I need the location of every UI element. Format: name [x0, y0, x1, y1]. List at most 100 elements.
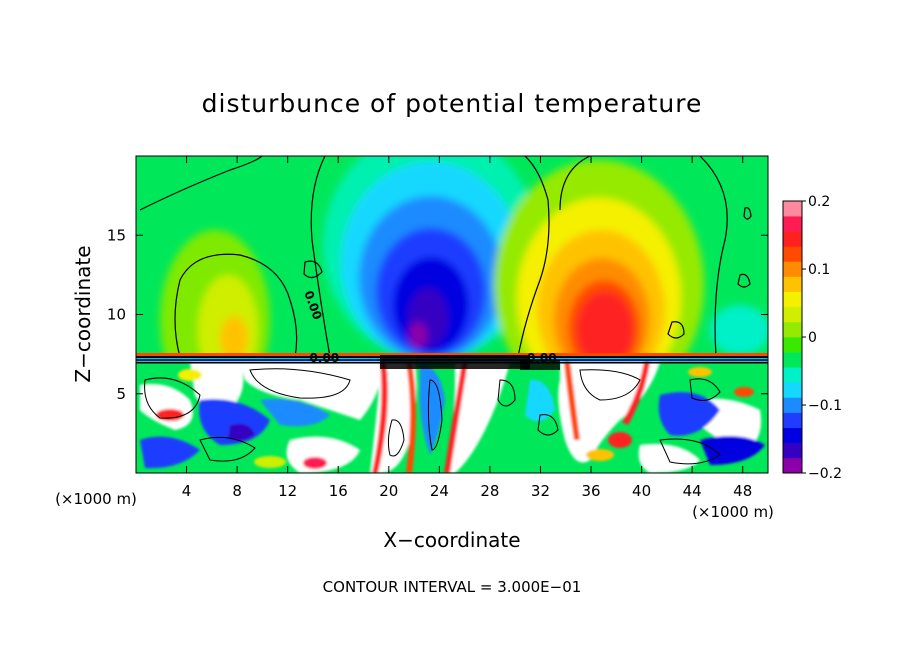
colorbar-swatch: [783, 201, 802, 217]
red-spot-3: [608, 432, 632, 448]
x-tick-label: 40: [632, 482, 651, 500]
x-tick-label: 16: [329, 482, 348, 500]
yellow-spot-2: [586, 449, 614, 461]
lower-contour-7: [689, 378, 721, 401]
blue-patch-7: [419, 365, 445, 455]
contour-small-loop-1: [303, 260, 323, 279]
lower-contour-4: [427, 379, 443, 451]
interface-dense-right: [520, 360, 560, 370]
lower-turbulent-layer: [136, 357, 768, 473]
blue-patch-4: [658, 392, 720, 436]
colorbar-swatch: [783, 412, 802, 428]
x-tick-label: 36: [581, 482, 600, 500]
lower-contour-5: [497, 379, 516, 407]
purple-patch-1: [228, 423, 255, 441]
white-patch-3: [240, 362, 381, 420]
red-spot-4: [734, 387, 754, 397]
y-axis: 5 10 15: [107, 226, 768, 403]
red-streak-2: [406, 362, 416, 473]
contour-label: 0.00: [310, 351, 340, 365]
x-tick-label: 12: [278, 482, 297, 500]
lower-contour-1: [144, 377, 201, 419]
zero-contours: [139, 156, 752, 358]
colorbar-swatch: [783, 291, 802, 308]
x-tick-label: 20: [379, 482, 398, 500]
yellow-spot-1: [178, 369, 202, 381]
lower-contour-3: [387, 419, 405, 457]
colorbar: 0.2 0.1 0 −0.1 −0.2: [782, 194, 842, 482]
blue-patch-6: [525, 379, 555, 422]
lower-contours: [144, 368, 721, 465]
colorbar-swatch: [783, 246, 802, 262]
warm-lobe-left-core: [220, 316, 248, 357]
warm-column-core: [577, 292, 633, 357]
colorbar-swatch: [783, 427, 802, 444]
contour-warm-right: [699, 156, 728, 358]
colorbar-swatch: [783, 367, 802, 383]
interface-red-line: [136, 353, 768, 356]
colorbar-tick-label: 0.2: [808, 194, 830, 210]
yellow-spot-4: [688, 367, 712, 377]
colorbar-swatch: [783, 397, 802, 413]
x-tick-label: 4: [182, 482, 192, 500]
red-spot-2: [303, 457, 327, 469]
red-streak-3: [444, 362, 468, 473]
colorbar-swatch: [783, 321, 802, 338]
colorbar-tick-label: 0: [808, 330, 817, 346]
colorbar-swatch: [783, 352, 802, 368]
chart-title: disturbunce of potential temperature: [202, 89, 703, 118]
red-streak-5: [622, 362, 650, 425]
x-axis-title: X−coordinate: [383, 528, 520, 552]
colorbar-tick-label: −0.2: [808, 466, 842, 482]
x-unit-left: (×1000 m): [55, 490, 137, 508]
lower-contour-2: [249, 368, 351, 399]
contour-warm-left: [559, 156, 591, 211]
x-tick-label: 28: [480, 482, 499, 500]
y-tick-label: 15: [107, 226, 126, 244]
y-tick-label: 5: [116, 385, 126, 403]
blue-patch-3: [140, 436, 200, 469]
red-streak-1: [372, 362, 388, 473]
colorbar-swatch: [783, 457, 802, 474]
colorbar-tick-label: −0.1: [808, 398, 842, 414]
colorbar-swatch: [783, 442, 802, 459]
x-tick-label: 48: [733, 482, 752, 500]
upper-anomalies: [160, 156, 768, 357]
y-axis-title: Z−coordinate: [71, 245, 95, 382]
interface-dense-center: [380, 355, 530, 369]
contour-cool-right: [517, 156, 550, 358]
contour-left-lobe: [174, 253, 298, 358]
white-patch-9: [638, 444, 700, 473]
x-tick-label: 24: [430, 482, 449, 500]
yellow-spot-3: [254, 456, 286, 468]
contour-interval-footer: CONTOUR INTERVAL = 3.000E−01: [323, 578, 582, 596]
contour-small-loop-2: [667, 321, 685, 339]
x-tick-label: 32: [531, 482, 550, 500]
y-tick-label: 10: [107, 306, 126, 324]
colorbar-swatch: [783, 216, 802, 232]
cool-column-core: [409, 322, 427, 348]
interface-band: [136, 353, 768, 370]
x-tick-label: 44: [683, 482, 702, 500]
lower-contour-10: [537, 414, 559, 436]
colorbar-swatch: [783, 337, 802, 353]
colorbar-swatch: [783, 276, 802, 292]
x-tick-label: 8: [232, 482, 242, 500]
x-unit-right: (×1000 m): [692, 503, 774, 521]
white-patch-2: [190, 362, 244, 411]
contour-cool-column: [310, 156, 331, 358]
lower-contour-6: [579, 369, 641, 401]
colorbar-tick-label: 0.1: [808, 262, 830, 278]
colorbar-swatch: [783, 231, 802, 247]
colorbar-swatch: [783, 306, 802, 323]
white-patch-6: [558, 362, 660, 463]
heatmap-field: [136, 156, 768, 473]
lower-contour-8: [199, 436, 256, 462]
colorbar-swatch: [783, 382, 802, 398]
red-spot-1: [156, 409, 184, 421]
lower-contour-9: [659, 438, 721, 465]
x-axis: 4 8 12 16 20 24 28 32 36 40 44 48: [182, 156, 752, 500]
cool-patch-right: [710, 305, 768, 355]
red-streak-4: [564, 362, 580, 440]
